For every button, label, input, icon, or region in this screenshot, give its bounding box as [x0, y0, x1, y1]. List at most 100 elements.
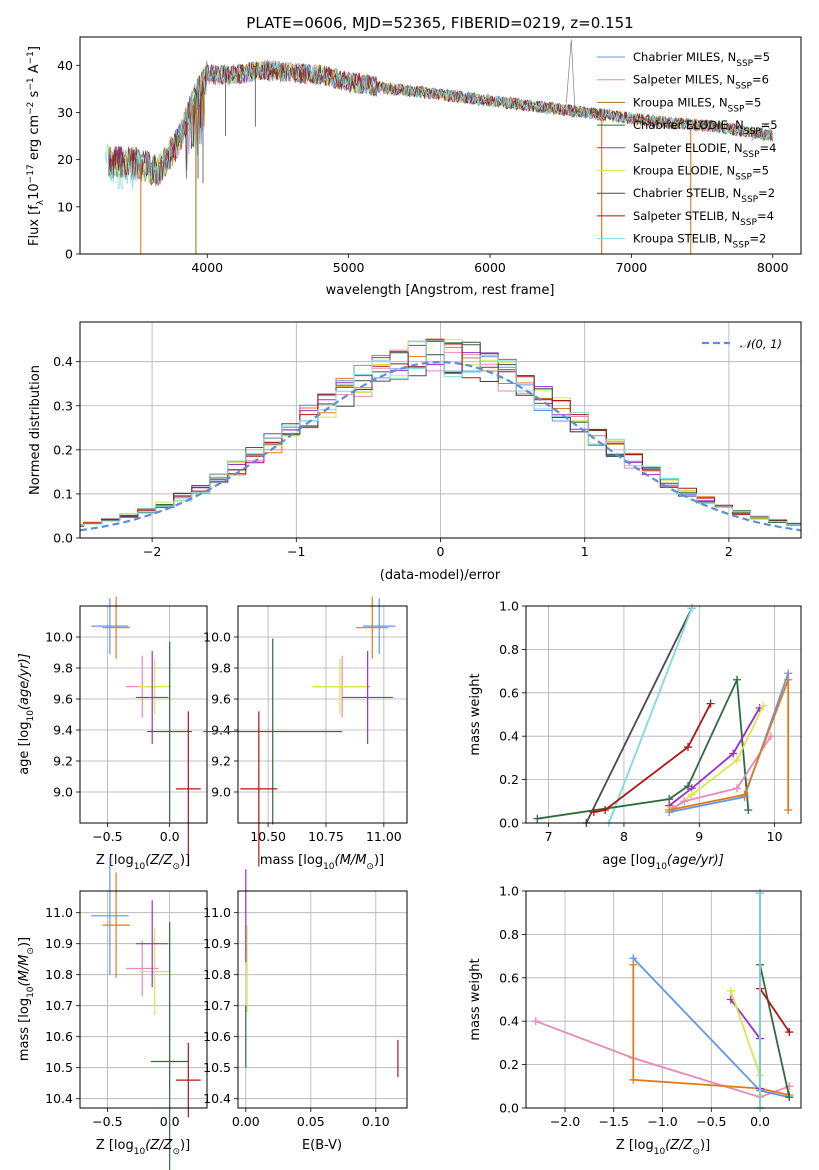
wZ-xlabel: Z [log10(Z/Z⊙)] — [616, 1138, 710, 1157]
wAge-marker — [589, 808, 598, 817]
ageMass-xlabel: mass [log10(M/M⊙)] — [260, 853, 384, 872]
wAge-ytick-label: 0.2 — [499, 772, 519, 787]
wZ-ylabel: mass weight — [468, 958, 483, 1040]
massZ-ytick-label: 11.0 — [45, 905, 73, 920]
wAge-line-9 — [669, 679, 790, 811]
wZ-ticks: −2.0 −1.5 −1.0 −0.5 0.0 0.0 0.2 0.4 0.6 0.8 1.0 — [499, 884, 770, 1130]
spectrum-frame — [79, 36, 802, 255]
wAge-ytick-label: 0.0 — [499, 816, 519, 831]
wAge-marker — [766, 732, 775, 741]
wZ-line-6 — [759, 964, 791, 1098]
wZ-marker — [785, 1093, 794, 1102]
spectrum-legend-label: Kroupa ELODIE, NSSP=5 — [633, 164, 769, 183]
ageMass-xtick-label: 10.75 — [308, 829, 344, 844]
wAge-marker — [729, 749, 738, 758]
wAge-marker — [687, 790, 696, 799]
spectrum-xtick-label: 5000 — [333, 260, 365, 275]
massZ-ytick-label: 10.8 — [45, 967, 73, 982]
spectrum-legend-label: Salpeter STELIB, NSSP=4 — [633, 209, 774, 228]
wZ-xtick-label: −1.5 — [599, 1114, 629, 1129]
residuals-frame — [79, 321, 802, 539]
ageZ-ytick-label: 9.8 — [53, 661, 73, 676]
ageZ-xlabel: Z [log10(Z/Z⊙)] — [96, 853, 190, 872]
wAge-ticks: 7 8 9 10 0.0 0.2 0.4 0.6 0.8 1.0 — [499, 599, 783, 845]
residuals-hists — [80, 338, 801, 532]
spectrum-xlabel: wavelength [Angstrom, rest frame] — [326, 283, 555, 298]
ageMass-ytick-label: 9.8 — [211, 661, 231, 676]
spectrum-ytick-label: 20 — [57, 152, 73, 167]
wZ-marker — [785, 1028, 794, 1037]
massEbv-grid — [238, 891, 407, 1108]
massEbv-xtick-label: 0.10 — [362, 1114, 390, 1129]
spectrum-xtick-label: 6000 — [474, 260, 506, 275]
spectrum-xtick-label: 7000 — [615, 260, 647, 275]
massEbv-frame — [237, 890, 408, 1109]
residuals-legend-label: 𝒩(0, 1) — [740, 337, 782, 351]
residuals-ylabel: Normed distribution — [28, 365, 43, 495]
ageMass-frame — [237, 605, 408, 824]
wZ-marker — [756, 889, 765, 898]
wAge-marker — [680, 797, 689, 806]
wAge-marker — [732, 675, 741, 684]
wAge-frame — [525, 605, 802, 824]
spectrum-ytick-label: 30 — [57, 105, 73, 120]
massEbv-ytick-label: 10.6 — [203, 1029, 231, 1044]
ageZ-ticks: −0.5 0.0 9.0 9.2 9.4 9.6 9.8 10.0 — [45, 630, 179, 845]
wAge-xtick-label: 8 — [620, 829, 628, 844]
massZ-ylabel: mass [log10(M/M⊙)] — [17, 937, 36, 1061]
residuals-xtick-label: 1 — [581, 544, 589, 559]
wAge-xtick-label: 7 — [545, 829, 553, 844]
spectrum-xtick-label: 8000 — [757, 260, 789, 275]
wZ-ytick-label: 0.8 — [499, 927, 519, 942]
ageZ-ylabel: age [log10(age/yr)] — [17, 653, 36, 775]
ageZ-ytick-label: 9.0 — [53, 785, 73, 800]
massZ-points — [91, 856, 201, 1170]
wAge-marker — [759, 701, 768, 710]
ageMass-ytick-label: 9.4 — [211, 723, 231, 738]
massZ-xlabel: Z [log10(Z/Z⊙)] — [96, 1138, 190, 1157]
wZ-xtick-label: −0.5 — [696, 1114, 726, 1129]
ageZ-ytick-label: 10.0 — [45, 630, 73, 645]
spectrum-ytick-label: 0 — [65, 247, 73, 262]
page-title: PLATE=0606, MJD=52365, FIBERID=0219, z=0… — [246, 14, 633, 32]
ageMass-points — [203, 596, 396, 867]
residuals-hist-3 — [80, 338, 801, 527]
wZ-ytick-label: 0.6 — [499, 970, 519, 985]
ageMass-ytick-label: 9.0 — [211, 785, 231, 800]
massEbv-xtick-label: 0.00 — [232, 1114, 260, 1129]
wAge-marker — [740, 790, 749, 799]
wZ-line-3 — [632, 964, 790, 1096]
wAge-line-2 — [608, 607, 693, 824]
wAge-marker — [665, 805, 674, 814]
wAge-line-5 — [668, 707, 761, 807]
ageMass-ytick-label: 9.2 — [211, 754, 231, 769]
wZ-marker — [629, 1075, 638, 1084]
residuals-hist-1 — [80, 339, 801, 527]
massZ-xtick-label: −0.5 — [92, 1114, 122, 1129]
wAge-series — [533, 604, 793, 827]
spectrum-legend-label: Chabrier ELODIE, NSSP=5 — [633, 118, 778, 137]
spectrum-ytick-label: 10 — [57, 199, 73, 214]
wZ-ytick-label: 0.0 — [499, 1101, 519, 1116]
residuals-xtick-label: 0 — [437, 544, 445, 559]
massZ-ytick-label: 10.4 — [45, 1091, 73, 1106]
wAge-ytick-label: 0.6 — [499, 685, 519, 700]
wAge-line-4 — [593, 703, 712, 813]
wZ-frame — [525, 890, 802, 1109]
residuals-xlabel: (data-model)/error — [380, 568, 501, 583]
ageZ-points — [91, 596, 201, 867]
wAge-marker — [687, 604, 696, 613]
spectrum-ytick-label: 40 — [57, 58, 73, 73]
ageZ-xtick-label: −0.5 — [92, 829, 122, 844]
wAge-line-1 — [585, 607, 693, 824]
massEbv-ytick-label: 10.5 — [203, 1060, 231, 1075]
residuals-hist-9 — [80, 340, 801, 527]
residuals-hist-2 — [80, 349, 801, 527]
ageMass-ytick-label: 9.6 — [211, 692, 231, 707]
spectrum-legend-label: Kroupa MILES, NSSP=5 — [633, 95, 761, 114]
spectrum-line-9 — [105, 60, 773, 190]
residuals-ytick-label: 0.2 — [53, 442, 73, 457]
ageZ-ytick-label: 9.2 — [53, 754, 73, 769]
residuals-ytick-label: 0.4 — [53, 354, 73, 369]
wAge-ytick-label: 1.0 — [499, 599, 519, 614]
